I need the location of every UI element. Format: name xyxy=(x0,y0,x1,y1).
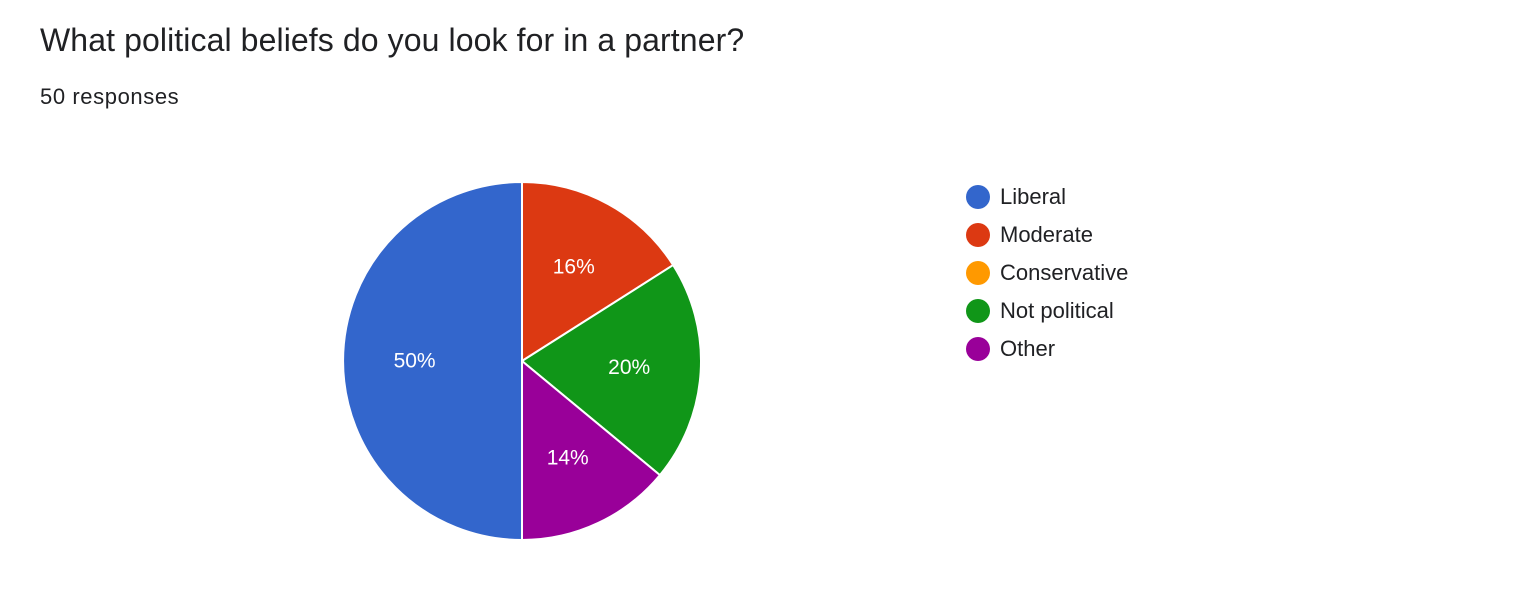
legend: Liberal Moderate Conservative Not political… xyxy=(966,178,1128,368)
pie-slices xyxy=(342,181,702,541)
slice-label-liberal: 50% xyxy=(394,350,436,373)
chart-title: What political beliefs do you look for i… xyxy=(40,22,745,58)
legend-label-conservative: Conservative xyxy=(1000,260,1129,285)
pie-slice-liberal[interactable] xyxy=(342,181,523,541)
legend-item-moderate[interactable]: Moderate xyxy=(966,216,1128,254)
legend-swatch-conservative xyxy=(966,261,990,285)
legend-item-liberal[interactable]: Liberal xyxy=(966,178,1128,216)
response-count: 50 responses xyxy=(40,84,180,109)
legend-label-other: Other xyxy=(1000,336,1056,361)
legend-label-not-political: Not political xyxy=(1000,298,1114,323)
legend-swatch-liberal xyxy=(966,185,990,209)
pie-slice-labels: 50% 16% 20% 14% xyxy=(394,255,651,469)
pie-slice-not-political[interactable] xyxy=(521,264,702,477)
legend-label-liberal: Liberal xyxy=(1000,184,1067,209)
pie-slice-other[interactable] xyxy=(521,360,661,541)
legend-swatch-not-political xyxy=(966,299,990,323)
slice-label-other: 14% xyxy=(547,447,589,470)
slice-label-moderate: 16% xyxy=(553,255,595,278)
legend-item-not-political[interactable]: Not political xyxy=(966,292,1128,330)
legend-label-moderate: Moderate xyxy=(1000,222,1093,247)
legend-swatch-other xyxy=(966,337,990,361)
slice-label-not-political: 20% xyxy=(608,356,650,379)
legend-swatch-moderate xyxy=(966,223,990,247)
legend-item-other[interactable]: Other xyxy=(966,330,1128,368)
pie-slice-moderate[interactable] xyxy=(521,181,675,362)
legend-item-conservative[interactable]: Conservative xyxy=(966,254,1128,292)
